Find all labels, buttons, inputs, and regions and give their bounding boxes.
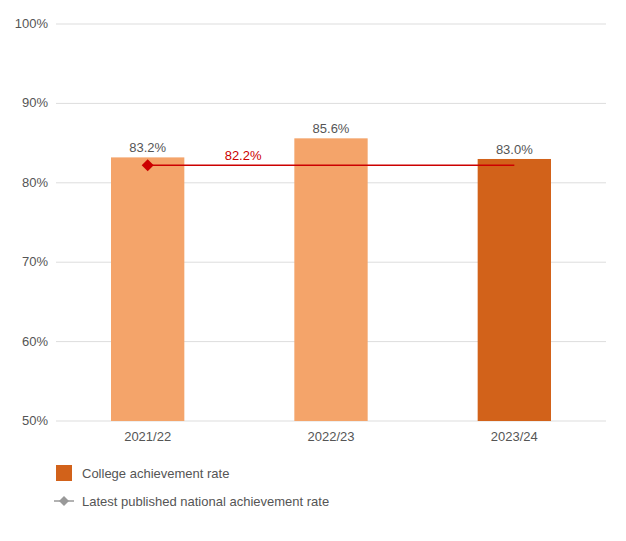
x-tick-label: 2021/22 [124,429,171,444]
chart: 50% 60% 70% 80% 90% 100% 83.2% 85.6% 83.0% 82.2% 2… [0,0,626,541]
bar [111,157,184,421]
grid [56,24,606,421]
legend: College achievement rate Latest published… [54,465,329,509]
data-label: 85.6% [313,121,350,136]
bar [294,138,367,421]
y-tick-label: 100% [15,16,49,31]
x-tick-label: 2023/24 [491,429,538,444]
x-tick-label: 2022/23 [308,429,355,444]
legend-label: Latest published national achievement ra… [82,494,329,509]
y-tick-label: 90% [22,95,48,110]
y-tick-label: 70% [22,254,48,269]
y-tick-label: 50% [22,413,48,428]
data-label: 83.2% [129,140,166,155]
grid-line [56,103,606,104]
reference-marker [142,159,154,171]
y-tick-label: 60% [22,334,48,349]
bar [478,159,551,421]
data-label: 83.0% [496,142,533,157]
legend-marker [59,496,69,506]
reference-label: 82.2% [225,148,262,163]
y-tick-label: 80% [22,175,48,190]
legend-label: College achievement rate [82,466,229,481]
marks [111,138,551,421]
legend-swatch [56,465,72,481]
grid-line [56,24,606,25]
reference-line [148,165,515,167]
